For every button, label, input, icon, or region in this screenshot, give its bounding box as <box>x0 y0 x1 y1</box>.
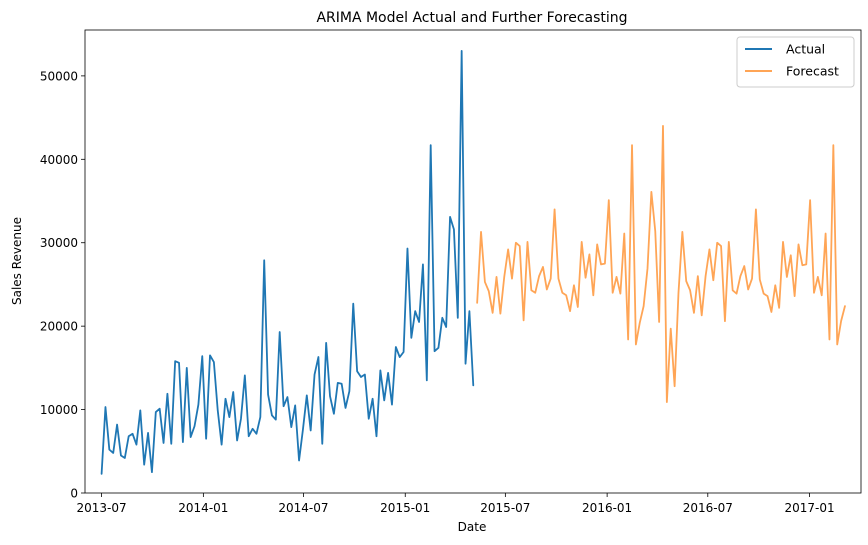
legend: Actual Forecast <box>736 36 855 88</box>
series-line-actual <box>100 49 475 475</box>
x-tick-label: 2015-01 <box>380 501 430 515</box>
y-tick-label: 30000 <box>40 236 78 250</box>
y-axis-title: Sales Revenue <box>10 217 24 305</box>
x-tick-label: 2014-07 <box>278 501 328 515</box>
plot-frame <box>84 29 862 494</box>
x-tick-label: 2016-01 <box>582 501 632 515</box>
y-axis: 0 10000 20000 30000 40000 50000 <box>40 69 85 501</box>
x-axis: 2013-07 2014-01 2014-07 2015-01 2015-07 2016-… <box>77 493 835 515</box>
x-tick-label: 2014-01 <box>178 501 228 515</box>
legend-label-forecast: Forecast <box>786 64 839 79</box>
y-tick-label: 0 <box>70 487 78 501</box>
x-axis-title: Date <box>458 520 487 534</box>
y-tick-label: 20000 <box>40 320 78 334</box>
y-tick-label: 40000 <box>40 153 78 167</box>
x-tick-label: 2016-07 <box>683 501 733 515</box>
series-line-forecast <box>476 125 846 403</box>
legend-label-actual: Actual <box>786 42 825 57</box>
x-tick-label: 2015-07 <box>480 501 530 515</box>
y-tick-label: 10000 <box>40 403 78 417</box>
x-tick-label: 2013-07 <box>77 501 127 515</box>
chart-title: ARIMA Model Actual and Further Forecasti… <box>316 10 627 26</box>
x-tick-label: 2017-01 <box>784 501 834 515</box>
series-layer <box>100 49 846 475</box>
y-tick-label: 50000 <box>40 69 78 83</box>
